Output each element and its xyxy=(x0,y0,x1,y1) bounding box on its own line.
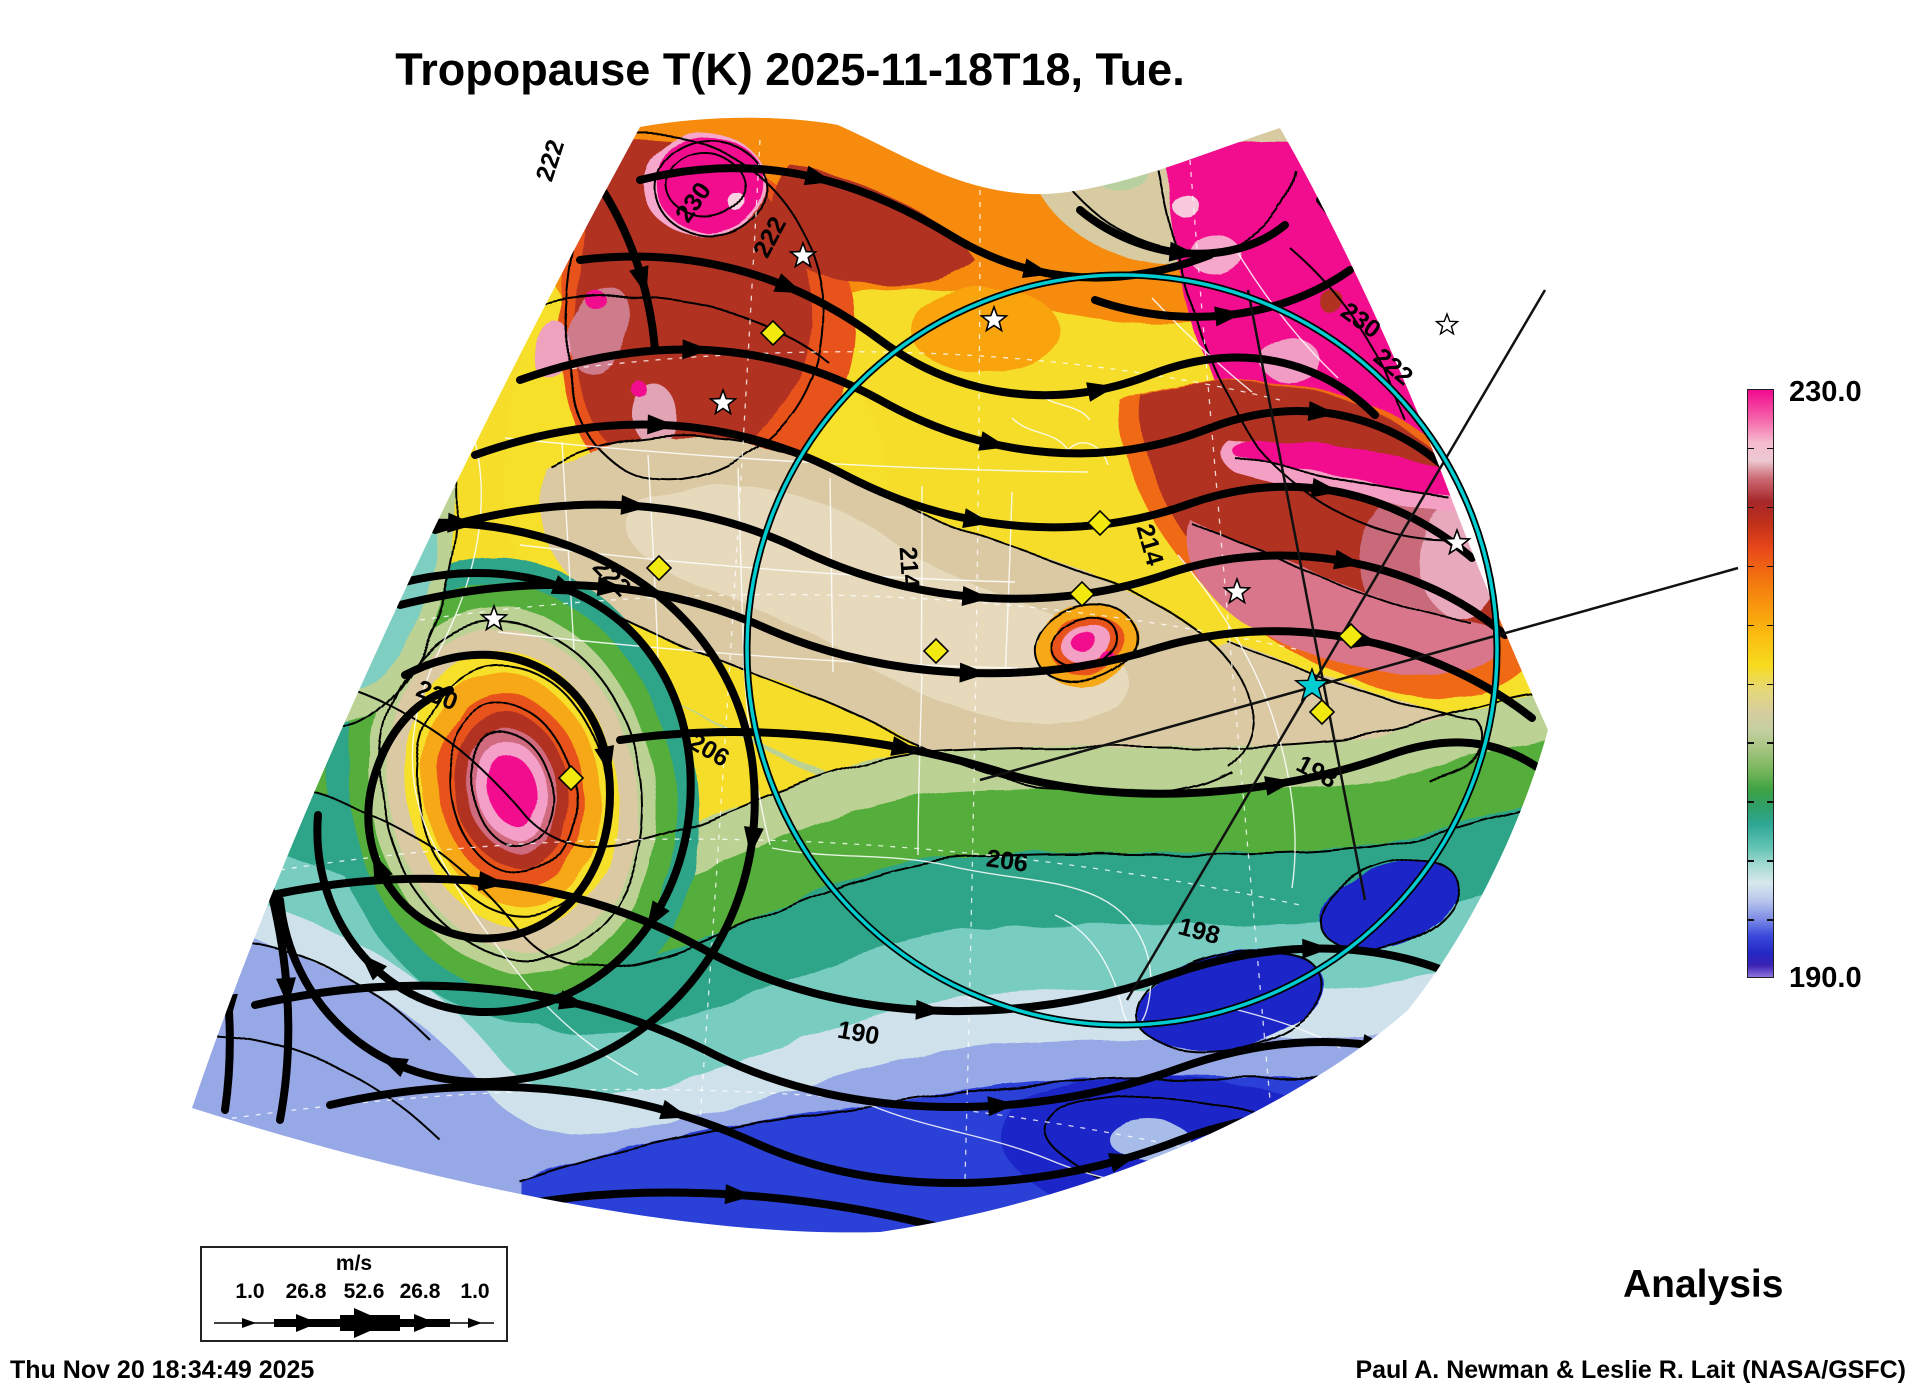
star-marker xyxy=(1442,527,1472,556)
generation-timestamp: Thu Nov 20 18:34:49 2025 xyxy=(10,1356,315,1384)
arrowhead xyxy=(1021,258,1052,278)
azimuth-line xyxy=(1246,289,1367,901)
colorbar-tick xyxy=(1767,624,1774,627)
arrowhead xyxy=(1086,382,1116,402)
arrowhead xyxy=(724,1184,754,1205)
wind-speed-label: 26.8 xyxy=(399,1280,441,1303)
colorbar-tick xyxy=(1767,506,1774,509)
wind-speed-label: 1.0 xyxy=(235,1280,265,1303)
arrowhead xyxy=(620,494,650,515)
analysis-mode-label: Analysis xyxy=(1623,1263,1784,1306)
arrowhead xyxy=(1310,477,1340,498)
colorbar-tick xyxy=(1767,742,1774,744)
arrowhead xyxy=(1302,938,1331,959)
arrowhead xyxy=(1168,241,1198,262)
diamond-marker xyxy=(759,319,787,347)
page-title: Tropopause T(K) 2025-11-18T18, Tue. xyxy=(395,44,1185,95)
contour-value-label: 206 xyxy=(985,844,1030,878)
star-marker xyxy=(708,387,738,416)
wind-speed-label: 26.8 xyxy=(285,1280,327,1303)
arrowhead xyxy=(987,1096,1017,1117)
arrowhead xyxy=(360,953,387,981)
arrowhead xyxy=(890,736,920,756)
arrowhead xyxy=(978,431,1008,451)
station-markers xyxy=(479,240,1472,792)
colorbar-max-label: 230.0 xyxy=(1789,376,1862,408)
star-marker xyxy=(479,603,509,632)
arrowhead xyxy=(959,662,988,683)
arrowhead xyxy=(596,576,626,597)
arrowhead xyxy=(1107,1153,1138,1173)
arrowhead xyxy=(659,1099,689,1120)
wind-speed-label: 52.6 xyxy=(343,1280,385,1303)
colorbar-tick xyxy=(1747,919,1754,921)
colorbar-tick xyxy=(1747,860,1754,862)
arrowhead xyxy=(646,900,670,930)
colorbar-tick xyxy=(1767,447,1774,450)
arrowhead xyxy=(276,977,296,1006)
azimuth-line xyxy=(979,566,1739,782)
azimuth-line xyxy=(1125,289,1547,1001)
star-marker xyxy=(788,240,818,269)
wind-speed-label: 1.0 xyxy=(460,1280,490,1303)
station-cyan-star xyxy=(1293,666,1331,702)
arrowhead xyxy=(379,1056,409,1078)
arrowhead xyxy=(447,512,476,533)
arrowhead xyxy=(647,414,676,435)
colorbar-tick xyxy=(1767,683,1774,686)
diamond-marker xyxy=(1308,698,1336,726)
arrowhead xyxy=(1307,401,1337,421)
arrowhead xyxy=(557,990,588,1010)
arrowhead xyxy=(743,826,764,856)
contour-value-label: 222 xyxy=(531,136,571,184)
range-circle xyxy=(745,273,1499,1027)
arrowhead xyxy=(594,745,615,775)
colorbar-tick xyxy=(1747,447,1754,450)
arrowhead xyxy=(1214,306,1244,327)
colorbar-tick xyxy=(1747,801,1754,803)
wind-units-label: m/s xyxy=(335,1252,373,1275)
colorbar-min-label: 190.0 xyxy=(1789,962,1862,994)
diamond-marker xyxy=(1086,509,1114,537)
arrowhead xyxy=(962,508,992,528)
arrowhead xyxy=(773,273,804,294)
arrowhead xyxy=(1333,549,1363,570)
arrowhead xyxy=(550,575,581,595)
colorbar-tick xyxy=(1767,919,1774,921)
wind-barb-scale xyxy=(214,1308,494,1338)
map-clip-group xyxy=(192,117,1548,1233)
arrowhead xyxy=(803,165,834,186)
contour-value-label: 214 xyxy=(894,546,925,590)
arrowhead xyxy=(682,339,711,360)
temperature-field xyxy=(192,117,1548,1233)
diamond-marker xyxy=(645,554,673,582)
colorbar-tick xyxy=(1747,683,1754,686)
colorbar-tick xyxy=(1747,506,1754,509)
arrowhead xyxy=(961,586,991,606)
colorbar-tick xyxy=(1747,742,1754,744)
colorbar-tick xyxy=(1747,565,1754,568)
star-marker xyxy=(1222,576,1252,605)
range-circle-and-azimuth-lines xyxy=(743,271,1739,1029)
arrowhead xyxy=(1264,776,1294,796)
diamond-marker xyxy=(1337,622,1365,650)
colorbar-tick xyxy=(1767,565,1774,568)
arrowhead xyxy=(629,265,649,295)
arrowhead xyxy=(477,871,507,892)
star-marker xyxy=(979,304,1009,333)
wind-speed-legend: m/s 1.0 26.8 52.6 26.8 1.0 xyxy=(200,1246,508,1342)
open-star-marker xyxy=(1434,311,1460,336)
arrowhead xyxy=(372,852,393,883)
diamond-marker xyxy=(922,637,950,665)
diamond-marker xyxy=(557,764,585,792)
colorbar-tick xyxy=(1767,860,1774,862)
credit-line: Paul A. Newman & Leslie R. Lait (NASA/GS… xyxy=(1355,1356,1906,1384)
arrowhead xyxy=(1361,1034,1391,1054)
diamond-marker xyxy=(1068,580,1096,608)
arrowhead xyxy=(915,999,944,1020)
colorbar-tick xyxy=(1747,624,1754,627)
colorbar-tick xyxy=(1767,801,1774,803)
